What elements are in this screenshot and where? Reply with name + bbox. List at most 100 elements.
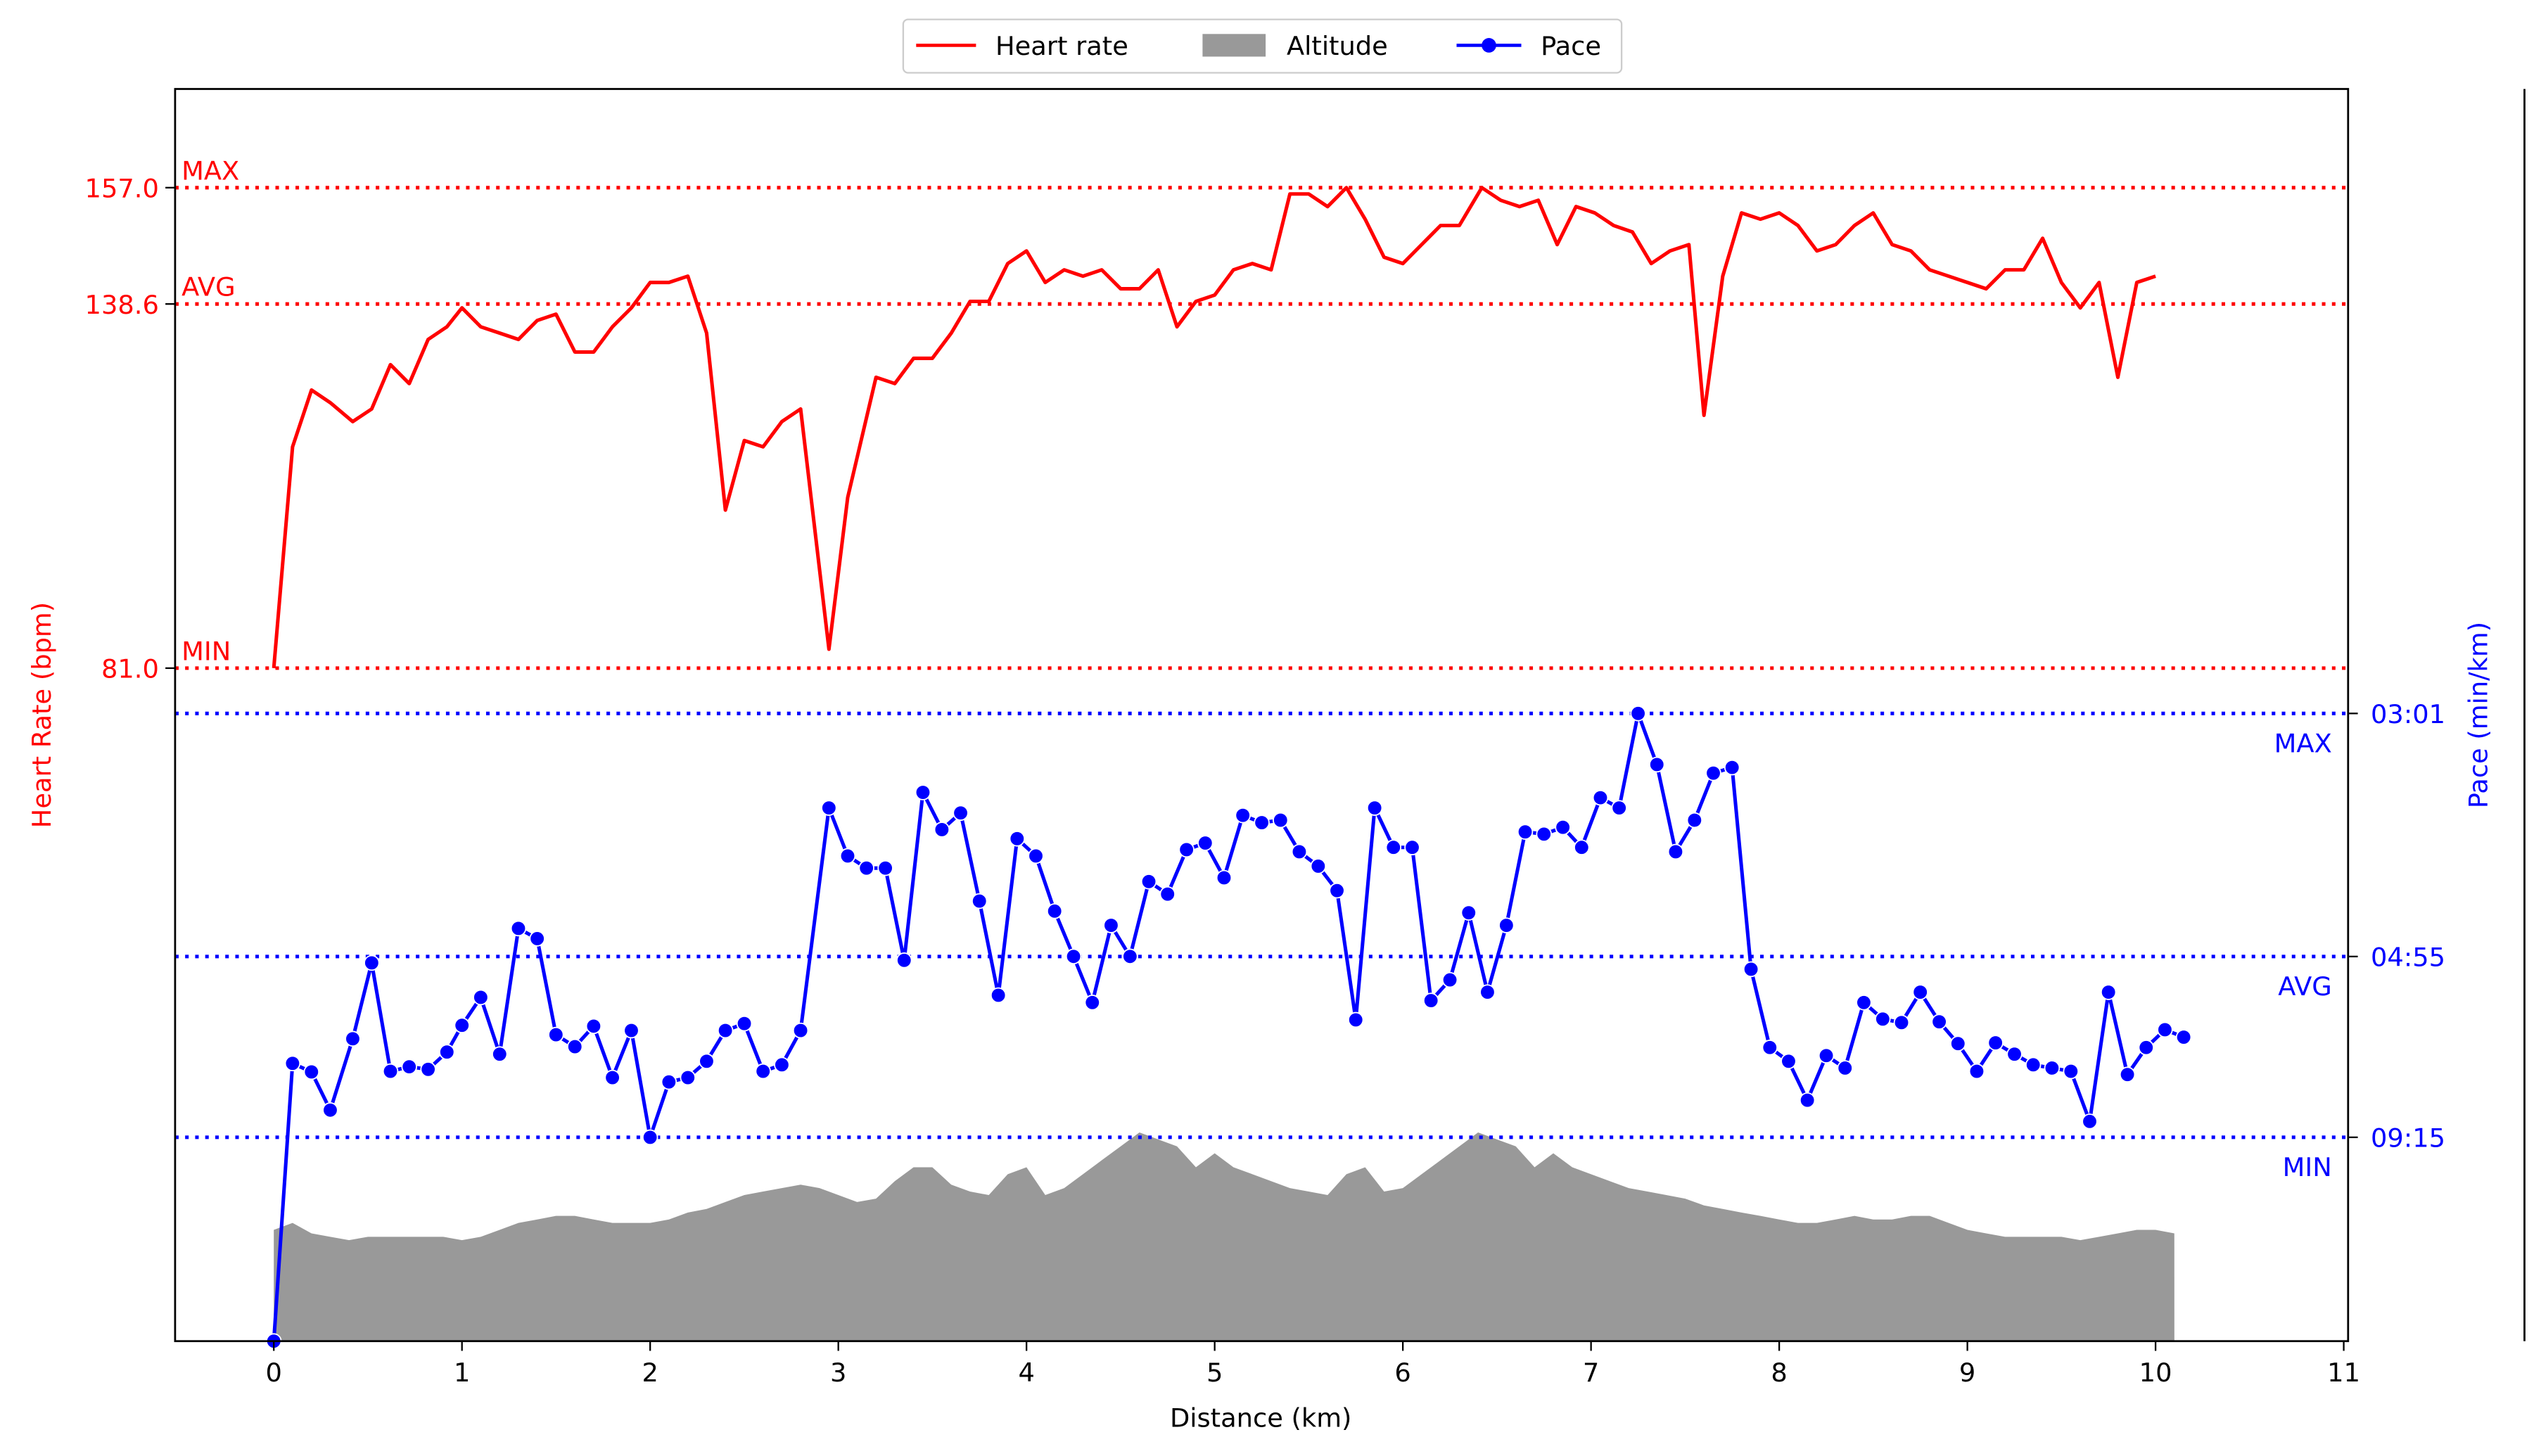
pace-point	[1968, 1063, 1985, 1080]
pace-point	[699, 1053, 715, 1070]
pace-point	[1046, 903, 1063, 919]
pace-point	[1310, 858, 1327, 874]
y-left-tick-label: 157.0	[85, 174, 159, 204]
pace-point	[1950, 1035, 1966, 1052]
pace-point	[2063, 1063, 2080, 1080]
legend-altitude-label: Altitude	[1287, 31, 1388, 61]
pace-point	[382, 1063, 399, 1080]
pace-point	[1762, 1039, 1778, 1056]
pace-point	[1065, 948, 1082, 965]
pace-point	[1178, 841, 1195, 858]
y-left-tick-label: 138.6	[85, 290, 159, 320]
pace-point	[1140, 874, 1157, 890]
pace-point	[1028, 848, 1044, 864]
pace-point	[1422, 992, 1439, 1009]
pace-point	[1009, 831, 1026, 847]
hr-ref-label-max: MAX	[182, 155, 239, 186]
pace-point	[2044, 1060, 2061, 1076]
x-axis-label: Distance (km)	[1170, 1403, 1351, 1433]
pace-point	[1705, 765, 1721, 781]
pace-point	[1254, 815, 1270, 831]
pace-point	[439, 1044, 455, 1060]
pace-point	[661, 1073, 677, 1090]
pace-point	[1799, 1092, 1816, 1109]
pace-point	[1197, 835, 1214, 851]
pace-point	[953, 805, 969, 822]
pace-point	[492, 1046, 508, 1062]
pace-point	[1931, 1014, 1947, 1030]
pace-point	[1667, 843, 1684, 860]
pace-point	[2100, 984, 2117, 1000]
pace-point	[566, 1038, 583, 1055]
pace-point	[604, 1069, 620, 1086]
pace-point	[1893, 1014, 1910, 1031]
legend-pace-marker	[1482, 38, 1496, 53]
pace-point	[934, 822, 950, 838]
pace-ref-label-min: MIN	[2283, 1152, 2332, 1182]
pace-point	[2006, 1046, 2023, 1062]
pace-point	[1987, 1035, 2004, 1051]
pace-point	[1460, 905, 1477, 921]
pace-point	[1574, 839, 1590, 856]
pace-point	[2119, 1066, 2136, 1083]
pace-point	[623, 1022, 639, 1039]
pace-point	[1724, 759, 1740, 776]
pace-point	[1743, 961, 1759, 978]
pace-point	[1122, 948, 1138, 965]
pace-point	[1686, 812, 1703, 829]
pace-point	[755, 1063, 771, 1080]
pace-point	[990, 987, 1007, 1004]
x-tick-label: 4	[1018, 1358, 1034, 1388]
pace-point	[1366, 800, 1383, 816]
pace-point	[2175, 1029, 2192, 1045]
pace-point	[303, 1064, 320, 1080]
pace-point	[1385, 839, 1402, 856]
heart-rate-series	[272, 186, 2156, 669]
x-tick-label: 0	[265, 1358, 281, 1388]
pace-point	[1272, 812, 1289, 829]
pace-point	[2157, 1021, 2173, 1038]
pace-point	[1912, 984, 1928, 1000]
pace-point	[1291, 843, 1308, 860]
pace-point	[548, 1026, 564, 1043]
pace-point	[1103, 917, 1119, 933]
x-tick-label: 11	[2327, 1358, 2360, 1388]
pace-point	[2082, 1113, 2098, 1130]
pace-point	[971, 893, 988, 909]
pace-point	[322, 1101, 338, 1118]
pace-point	[1875, 1011, 1891, 1028]
pace-point	[792, 1022, 809, 1039]
axis-ticks: 0 1 2 3 4 5 6 7 8 9 10 11 157.0 138.6 81.0 03:01 04:55 09…	[85, 174, 2445, 1388]
pace-point	[1404, 839, 1420, 856]
pace-point	[1856, 995, 1872, 1011]
pace-point	[1517, 824, 1534, 840]
pace-point	[839, 848, 856, 864]
plot-area-frame	[174, 88, 2350, 1343]
altitude-area	[274, 1132, 2174, 1341]
pace-point	[877, 860, 893, 876]
pace-ref-label-max: MAX	[2274, 729, 2332, 759]
pace-point	[736, 1015, 753, 1032]
pace-point	[529, 931, 545, 947]
y-right-tick-label: 04:55	[2371, 943, 2445, 973]
pace-point	[1441, 971, 1458, 988]
pace-point	[1555, 819, 1571, 836]
pace-point	[473, 989, 489, 1006]
pace-point	[1216, 869, 1233, 886]
x-tick-label: 8	[1771, 1358, 1787, 1388]
legend-pace-label: Pace	[1541, 31, 1601, 61]
pace-point	[1781, 1053, 1797, 1070]
pace-point	[284, 1055, 301, 1072]
pace-point	[821, 800, 837, 816]
x-tick-label: 10	[2139, 1358, 2172, 1388]
pace-point	[717, 1022, 734, 1039]
pace-point	[1329, 882, 1345, 899]
y-axis-left-label: Heart Rate (bpm)	[27, 602, 57, 828]
pace-point	[1611, 800, 1627, 816]
pace-point	[896, 952, 912, 969]
pace-ref-label-avg: AVG	[2278, 971, 2332, 1002]
pace-point	[1084, 995, 1101, 1011]
pace-point	[1630, 705, 1646, 722]
pace-point	[510, 920, 527, 937]
